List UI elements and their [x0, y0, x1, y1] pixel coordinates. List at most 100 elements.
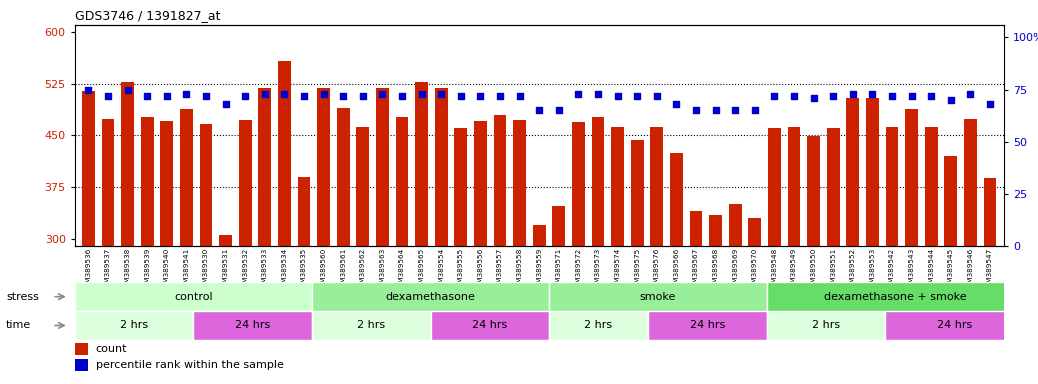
Bar: [885, 311, 1023, 340]
Bar: [239, 120, 251, 384]
Text: 2 hrs: 2 hrs: [357, 320, 385, 331]
Text: GSM389565: GSM389565: [418, 248, 425, 292]
Text: GSM389554: GSM389554: [438, 248, 444, 292]
Point: [393, 93, 410, 99]
Bar: [376, 88, 389, 384]
Text: 24 hrs: 24 hrs: [689, 320, 725, 331]
Bar: [494, 115, 507, 384]
Point: [864, 91, 880, 97]
Bar: [298, 177, 310, 384]
Text: GSM389532: GSM389532: [242, 248, 248, 292]
Bar: [788, 127, 800, 384]
Point: [100, 93, 116, 99]
Text: GSM389573: GSM389573: [595, 248, 601, 292]
Point: [609, 93, 626, 99]
Text: GSM389574: GSM389574: [614, 248, 621, 292]
Text: GSM389564: GSM389564: [399, 248, 405, 292]
Bar: [631, 139, 644, 384]
Bar: [318, 88, 330, 384]
Point: [943, 97, 959, 103]
Bar: [766, 282, 1023, 311]
Text: GSM389575: GSM389575: [634, 248, 640, 292]
Bar: [121, 82, 134, 384]
Text: GSM389559: GSM389559: [537, 248, 542, 292]
Point: [982, 101, 999, 107]
Bar: [312, 282, 549, 311]
Text: GSM389539: GSM389539: [144, 248, 151, 292]
Bar: [141, 118, 154, 384]
Text: GSM389542: GSM389542: [889, 248, 895, 292]
Point: [766, 93, 783, 99]
Text: GSM389563: GSM389563: [380, 248, 385, 292]
Bar: [75, 282, 312, 311]
Bar: [945, 156, 957, 384]
Bar: [768, 129, 781, 384]
Point: [492, 93, 509, 99]
Bar: [689, 211, 703, 384]
Text: GSM389576: GSM389576: [654, 248, 660, 292]
Point: [198, 93, 215, 99]
Point: [237, 93, 253, 99]
Bar: [278, 61, 291, 384]
Bar: [549, 311, 648, 340]
Bar: [827, 129, 840, 384]
Bar: [925, 127, 937, 384]
Bar: [193, 311, 312, 340]
Bar: [435, 88, 447, 384]
Text: GSM389551: GSM389551: [830, 248, 837, 292]
Point: [413, 91, 430, 97]
Bar: [611, 127, 624, 384]
Point: [374, 91, 390, 97]
Point: [355, 93, 372, 99]
Bar: [572, 122, 584, 384]
Bar: [75, 359, 88, 371]
Point: [139, 93, 156, 99]
Point: [550, 107, 567, 113]
Bar: [102, 119, 114, 384]
Bar: [161, 121, 173, 384]
Bar: [866, 98, 879, 384]
Text: GSM389536: GSM389536: [85, 248, 91, 292]
Point: [276, 91, 293, 97]
Text: GSM389570: GSM389570: [752, 248, 758, 292]
Bar: [846, 98, 859, 384]
Text: GSM389553: GSM389553: [870, 248, 875, 292]
Bar: [552, 206, 566, 384]
Bar: [455, 128, 467, 384]
Text: GSM389535: GSM389535: [301, 248, 307, 292]
Bar: [513, 120, 526, 384]
Point: [335, 93, 352, 99]
Bar: [964, 119, 977, 384]
Text: GSM389561: GSM389561: [340, 248, 347, 292]
Bar: [984, 178, 996, 384]
Bar: [748, 218, 761, 384]
Bar: [82, 91, 94, 384]
Bar: [474, 121, 487, 384]
Point: [256, 91, 273, 97]
Text: GSM389548: GSM389548: [771, 248, 777, 292]
Point: [727, 107, 743, 113]
Bar: [729, 204, 741, 384]
Text: GSM389534: GSM389534: [281, 248, 288, 292]
Point: [629, 93, 646, 99]
Text: 2 hrs: 2 hrs: [812, 320, 840, 331]
Point: [159, 93, 175, 99]
Text: dexamethasone: dexamethasone: [385, 291, 475, 302]
Point: [746, 107, 763, 113]
Bar: [549, 282, 766, 311]
Text: GSM389572: GSM389572: [575, 248, 581, 292]
Text: GSM389540: GSM389540: [164, 248, 170, 292]
Text: GSM389566: GSM389566: [674, 248, 680, 292]
Text: count: count: [95, 344, 127, 354]
Bar: [885, 127, 899, 384]
Bar: [356, 127, 370, 384]
Bar: [199, 124, 213, 384]
Point: [530, 107, 548, 113]
Point: [707, 107, 723, 113]
Point: [80, 86, 97, 93]
Text: GSM389547: GSM389547: [987, 248, 993, 292]
Text: 2 hrs: 2 hrs: [120, 320, 148, 331]
Bar: [808, 136, 820, 384]
Bar: [648, 311, 766, 340]
Text: GSM389541: GSM389541: [184, 248, 190, 292]
